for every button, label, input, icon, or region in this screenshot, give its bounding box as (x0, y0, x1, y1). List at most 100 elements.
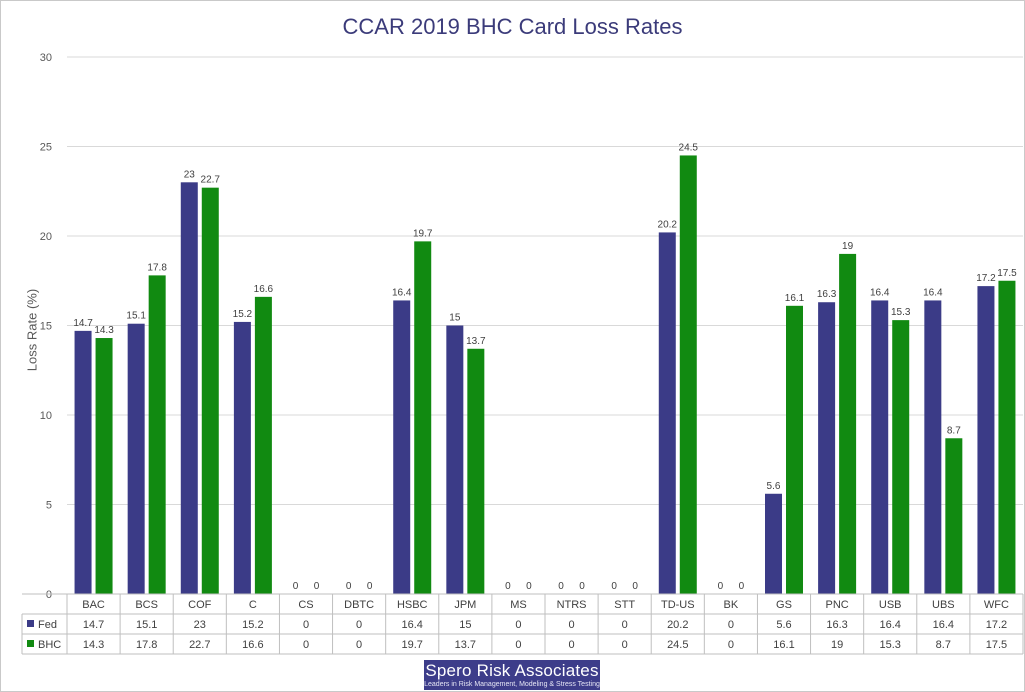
fed-bar (924, 300, 942, 594)
table-cell: 0 (728, 619, 734, 631)
table-cell: 0 (356, 639, 362, 651)
bhc-bar (892, 320, 910, 594)
table-cell: 16.3 (826, 619, 847, 631)
bhc-legend-label: BHC (38, 639, 61, 651)
table-cell: 0 (568, 639, 574, 651)
fed-bar (658, 232, 676, 595)
table-cell: 8.7 (936, 639, 951, 651)
bhc-bar (998, 280, 1016, 594)
logo-tagline: Leaders in Risk Management, Modeling & S… (424, 681, 600, 688)
table-cell: 17.2 (986, 619, 1007, 631)
table-cell: 16.4 (880, 619, 901, 631)
table-cell: 0 (622, 639, 628, 651)
fed-data-label: 14.7 (73, 318, 93, 329)
y-tick-label: 30 (40, 52, 52, 64)
table-cell: 0 (622, 619, 628, 631)
bhc-data-label: 13.7 (466, 336, 486, 347)
table-cell: 13.7 (455, 639, 476, 651)
table-cell: 15.2 (242, 619, 263, 631)
bhc-legend-key (27, 640, 34, 647)
table-cell: 0 (568, 619, 574, 631)
table-cell: 23 (194, 619, 206, 631)
x-tick-label: COF (188, 599, 212, 611)
fed-data-label: 0 (718, 581, 724, 592)
fed-bar (765, 493, 782, 594)
table-cell: 17.8 (136, 639, 157, 651)
x-tick-label: TD-US (661, 599, 695, 611)
bhc-data-label: 16.6 (254, 284, 274, 295)
table-cell: 5.6 (776, 619, 791, 631)
bhc-data-label: 0 (632, 581, 638, 592)
fed-bar (74, 330, 92, 594)
y-tick-label: 10 (40, 410, 52, 422)
table-cell: 14.3 (83, 639, 104, 651)
bhc-data-label: 17.5 (997, 268, 1017, 279)
bhc-data-label: 0 (314, 581, 320, 592)
fed-bar (393, 300, 411, 594)
bhc-bar (254, 296, 272, 594)
table-cell: 15 (459, 619, 471, 631)
table-cell: 19.7 (402, 639, 423, 651)
table-cell: 17.5 (986, 639, 1007, 651)
table-cell: 16.4 (402, 619, 423, 631)
y-tick-label: 20 (40, 231, 52, 243)
bhc-bar (201, 187, 219, 595)
fed-data-label: 0 (346, 581, 352, 592)
bhc-data-label: 19.7 (413, 228, 433, 239)
fed-bar (818, 302, 836, 594)
table-cell: 22.7 (189, 639, 210, 651)
fed-bar (977, 286, 995, 594)
bhc-bar (414, 241, 432, 594)
bhc-data-label: 14.3 (94, 325, 114, 336)
fed-legend-key (27, 620, 34, 627)
bhc-data-label: 19 (842, 241, 854, 252)
x-tick-label: WFC (984, 599, 1009, 611)
table-cell: 16.4 (933, 619, 954, 631)
x-tick-label: BK (724, 599, 739, 611)
fed-data-label: 16.3 (817, 289, 837, 300)
x-tick-label: BAC (82, 599, 105, 611)
bhc-data-label: 16.1 (785, 293, 805, 304)
fed-data-label: 23 (184, 169, 196, 180)
bhc-bar (945, 438, 963, 594)
x-tick-label: NTRS (557, 599, 587, 611)
table-cell: 0 (515, 619, 521, 631)
table-cell: 20.2 (667, 619, 688, 631)
bhc-bar (95, 338, 113, 594)
table-cell: 16.1 (773, 639, 794, 651)
table-cell: 24.5 (667, 639, 688, 651)
chart-title: CCAR 2019 BHC Card Loss Rates (342, 14, 683, 39)
bhc-data-label: 17.8 (147, 262, 167, 273)
fed-data-label: 16.4 (923, 287, 943, 298)
x-tick-label: C (249, 599, 257, 611)
table-cell: 16.6 (242, 639, 263, 651)
fed-data-label: 0 (293, 581, 299, 592)
fed-bar (127, 323, 145, 594)
table-cell: 0 (728, 639, 734, 651)
y-tick-label: 15 (40, 321, 52, 333)
fed-data-label: 20.2 (658, 219, 678, 230)
bhc-data-label: 0 (526, 581, 532, 592)
fed-bar (871, 300, 889, 594)
fed-legend-label: Fed (38, 619, 57, 631)
x-tick-label: PNC (825, 599, 848, 611)
x-tick-label: CS (298, 599, 313, 611)
x-tick-label: JPM (454, 599, 476, 611)
logo-name: Spero Risk Associates (425, 661, 599, 680)
x-tick-label: HSBC (397, 599, 428, 611)
bhc-bar (679, 155, 697, 594)
fed-data-label: 15 (449, 313, 461, 324)
fed-bar (180, 182, 198, 595)
x-tick-label: GS (776, 599, 792, 611)
table-cell: 15.3 (880, 639, 901, 651)
table-cell: 14.7 (83, 619, 104, 631)
bhc-data-label: 0 (579, 581, 585, 592)
x-tick-label: BCS (135, 599, 158, 611)
x-tick-label: USB (879, 599, 902, 611)
bhc-bar (467, 348, 485, 594)
bhc-data-label: 0 (739, 581, 745, 592)
company-logo: Spero Risk Associates Leaders in Risk Ma… (424, 660, 600, 690)
table-cell: 0 (303, 639, 309, 651)
bhc-bar (148, 275, 166, 594)
